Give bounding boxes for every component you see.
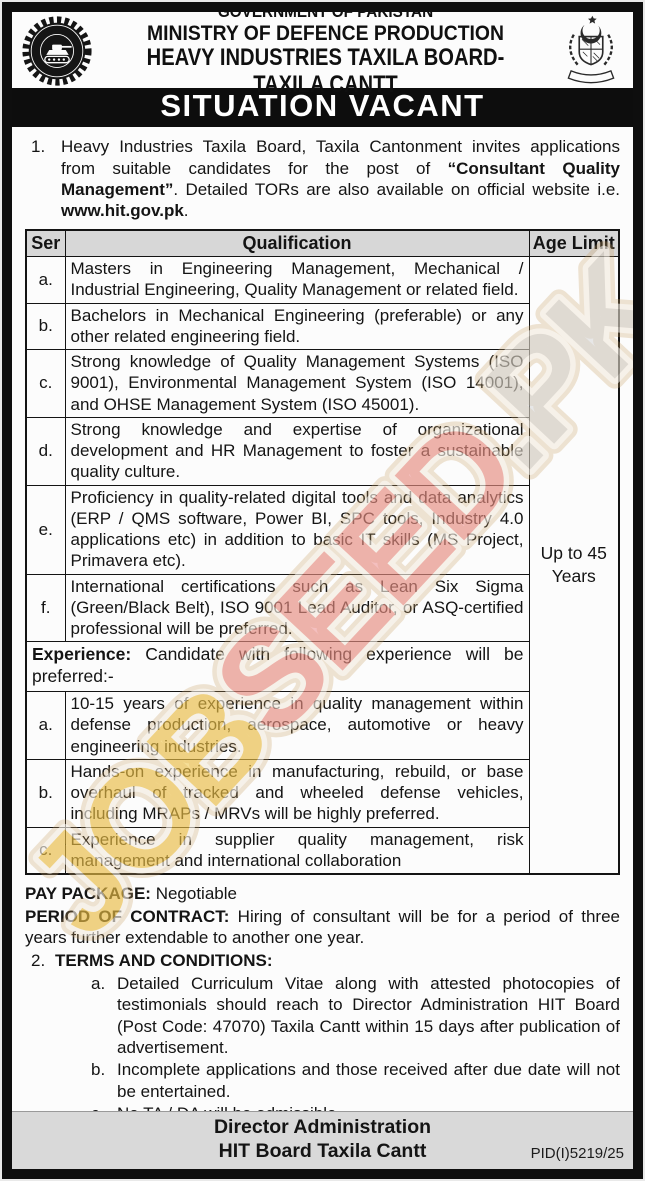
- intro-text-mid: . Detailed TORs are also available on of…: [173, 179, 620, 199]
- table-row: b. Hands-on experience in manufacturing,…: [25, 758, 619, 828]
- pid-number: PID(I)5219/25: [530, 1144, 624, 1162]
- table-row: b. Bachelors in Mechanical Engineering (…: [25, 302, 619, 351]
- pay-package-value: Negotiable: [150, 884, 237, 904]
- age-limit-cell: Up to 45 Years: [528, 256, 620, 875]
- table-row: e. Proficiency in quality-related digita…: [25, 484, 619, 575]
- post-title-bold: “Consultant Quality Management”: [61, 158, 620, 199]
- government-line: GOVERNMENT OF PAKISTAN: [217, 2, 434, 21]
- ser-cell: c.: [25, 349, 66, 418]
- ser-cell: a.: [25, 691, 66, 760]
- table-header-row: Ser Qualification Age Limit: [25, 229, 620, 258]
- advertisement-body: 1. Heavy Industries Taxila Board, Taxila…: [12, 127, 633, 1125]
- hit-gear-tank-logo-icon: [22, 15, 92, 86]
- banner-title: SITUATION VACANT: [160, 88, 485, 123]
- hit-gear-tank-logo-icon: [18, 14, 96, 88]
- ser-cell: b.: [25, 302, 66, 351]
- website-url: www.hit.gov.pk: [61, 201, 184, 221]
- qualification-cell: International certifications such as Lea…: [64, 573, 530, 643]
- terms-heading: 2. TERMS AND CONDITIONS:: [25, 950, 620, 971]
- header-qualification: Qualification: [64, 229, 530, 258]
- qualification-cell: Masters in Engineering Management, Mecha…: [64, 256, 530, 304]
- pay-package-label: PAY PACKAGE:: [25, 884, 151, 904]
- header-ser: Ser: [25, 229, 66, 258]
- table-row: c. Experience in supplier quality manage…: [25, 826, 619, 875]
- terms-item-text: Detailed Curriculum Vitae along with att…: [117, 973, 620, 1057]
- table-row: a. Masters in Engineering Management, Me…: [25, 256, 620, 875]
- qualification-table: Ser Qualification Age Limit a. Masters i…: [25, 228, 620, 876]
- intro-number: 1.: [31, 137, 46, 157]
- terms-title: TERMS AND CONDITIONS:: [55, 951, 273, 971]
- footer-signature-line2: HIT Board Taxila Cantt: [218, 1140, 427, 1163]
- ser-cell: d.: [25, 416, 66, 486]
- contract-label: PERIOD OF CONTRACT:: [25, 906, 230, 926]
- terms-number: 2.: [31, 951, 46, 971]
- organization-line: HEAVY INDUSTRIES TAXILA BOARD-TAXILA CAN…: [146, 44, 505, 98]
- pakistan-emblem-icon: [567, 15, 615, 83]
- terms-item: b. Incomplete applications and those rec…: [91, 1059, 620, 1102]
- contract-line: PERIOD OF CONTRACT: Hiring of consultant…: [25, 906, 620, 949]
- ser-cell: a.: [25, 256, 66, 304]
- intro-text-before: Heavy Industries Taxila Board, Taxila Ca…: [61, 137, 620, 178]
- qualification-cell: Strong knowledge and expertise of organi…: [64, 416, 530, 486]
- experience-cell: Hands-on experience in manufacturing, re…: [64, 758, 530, 828]
- ministry-line: MINISTRY OF DEFENCE PRODUCTION: [147, 20, 504, 45]
- intro-paragraph: 1. Heavy Industries Taxila Board, Taxila…: [25, 136, 620, 222]
- ser-cell: c.: [25, 826, 66, 875]
- table-row: a. 10-15 years of experience in quality …: [25, 691, 619, 760]
- terms-item-letter: a.: [91, 973, 106, 993]
- footer-signature-line1: Director Administration: [213, 1116, 432, 1139]
- table-row: f. International certifications such as …: [25, 573, 619, 643]
- ser-cell: f.: [25, 573, 66, 643]
- intro-text: Heavy Industries Taxila Board, Taxila Ca…: [61, 136, 620, 222]
- intro-text-end: .: [183, 201, 189, 221]
- qualification-cell: Strong knowledge of Quality Management S…: [64, 349, 530, 418]
- experience-cell: Experience in supplier quality managemen…: [64, 826, 530, 875]
- experience-cell: 10-15 years of experience in quality man…: [64, 691, 530, 760]
- footer-band: Director Administration HIT Board Taxila…: [12, 1111, 633, 1169]
- pay-package-line: PAY PACKAGE: Negotiable: [25, 883, 620, 904]
- ser-cell: e.: [25, 484, 66, 575]
- experience-text: Candidate with following experience will…: [32, 644, 524, 687]
- pakistan-emblem-icon: [555, 13, 627, 89]
- experience-header-cell: Experience: Candidate with following exp…: [25, 641, 530, 693]
- terms-item: a. Detailed Curriculum Vitae along with …: [91, 973, 620, 1059]
- terms-item-letter: b.: [91, 1060, 106, 1080]
- situation-vacant-banner: SITUATION VACANT: [12, 88, 633, 128]
- ser-cell: b.: [25, 758, 66, 828]
- terms-item-text: Incomplete applications and those receiv…: [117, 1060, 620, 1101]
- header: GOVERNMENT OF PAKISTAN MINISTRY OF DEFEN…: [12, 12, 633, 97]
- qualification-cell: Bachelors in Mechanical Engineering (pre…: [64, 302, 530, 351]
- experience-label: Experience:: [32, 644, 132, 665]
- contract-value: Hiring of consultant will be for a perio…: [25, 906, 620, 947]
- qualification-cell: Proficiency in quality-related digital t…: [64, 484, 530, 575]
- header-titles: GOVERNMENT OF PAKISTAN MINISTRY OF DEFEN…: [96, 2, 555, 98]
- header-age-limit: Age Limit: [528, 229, 620, 258]
